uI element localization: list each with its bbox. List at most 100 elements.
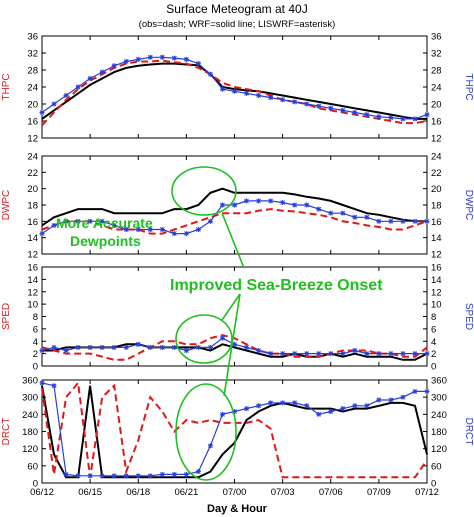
series-liswrf-point <box>424 112 430 118</box>
series-liswrf-point <box>232 202 237 208</box>
series-liswrf-point <box>99 473 105 479</box>
y-tick-label-left: 32 <box>27 49 38 60</box>
series-liswrf-point <box>99 69 105 75</box>
series-liswrf-point <box>292 400 298 406</box>
series-liswrf-point <box>39 380 45 386</box>
series-liswrf-point <box>244 90 250 96</box>
series-liswrf-point <box>159 471 165 477</box>
annotation-sea-breeze: Improved Sea-Breeze Onset <box>170 277 383 294</box>
series-liswrf-point <box>304 403 310 409</box>
y-tick-label-right: 18 <box>431 201 442 212</box>
series-liswrf-point <box>364 112 370 118</box>
series-liswrf-point <box>328 408 334 414</box>
series-liswrf-point <box>207 218 213 224</box>
chart-title: Surface Meteogram at 40J <box>166 2 307 16</box>
series-liswrf-point <box>400 116 406 122</box>
y-tick-label-right: 12 <box>431 250 442 261</box>
y-tick-label-left: 12 <box>27 134 38 145</box>
y-tick-label-right: 24 <box>431 152 442 163</box>
series-liswrf-point <box>63 348 69 354</box>
series-obs-line <box>41 334 428 361</box>
y-tick-label-left: 8 <box>33 312 38 323</box>
y-tick-label-left: 360 <box>22 376 38 387</box>
series-liswrf-point <box>195 469 201 475</box>
x-tick-label: 07/12 <box>415 487 439 498</box>
series-liswrf-point <box>412 218 418 224</box>
panel-thpc: 12 12 16 16 20 20 24 24 28 28 32 32 36 36 THPC THPC <box>1 32 474 145</box>
series-liswrf-point <box>183 471 189 477</box>
series-liswrf-point <box>195 61 201 67</box>
y-tick-label-right: 4 <box>431 337 436 348</box>
series-liswrf-point <box>256 93 262 98</box>
y-tick-label-left: 60 <box>27 461 38 472</box>
y-axis-label-right: DRCT <box>463 418 474 446</box>
series-liswrf-point <box>232 341 237 347</box>
y-axis-label-right: DWPC <box>463 190 474 221</box>
highlight-ellipse-direction <box>175 383 237 481</box>
series-liswrf-point <box>292 351 298 357</box>
annotation-arrow <box>221 212 245 269</box>
series-liswrf-point <box>280 351 286 357</box>
series-liswrf-point <box>111 222 117 228</box>
series-liswrf-point <box>171 344 177 350</box>
y-tick-label-right: 32 <box>431 49 442 60</box>
y-tick-label-left: 24 <box>27 83 38 94</box>
series-liswrf-point <box>376 397 382 403</box>
y-tick-label-right: 20 <box>431 100 442 111</box>
y-tick-label-right: 10 <box>431 300 442 311</box>
x-axis-label: Day & Hour <box>207 503 268 515</box>
series-liswrf-point <box>292 202 298 208</box>
series-liswrf-point <box>63 93 69 98</box>
y-tick-label-right: 14 <box>431 275 442 286</box>
series-liswrf-point <box>183 56 189 62</box>
series-liswrf-point <box>388 351 394 357</box>
series-liswrf-point <box>99 218 105 224</box>
series-liswrf-point <box>400 218 406 224</box>
series-liswrf-point <box>135 227 141 232</box>
annotation-accurate-line1: More Accurate <box>56 215 153 231</box>
series-liswrf-point <box>364 351 370 357</box>
y-tick-label-left: 2 <box>33 349 38 360</box>
series-liswrf-point <box>376 218 382 224</box>
panel-dwpc: 12 12 14 14 16 16 18 18 20 20 22 22 24 24 DWPC DWPC <box>1 152 474 261</box>
series-liswrf-point <box>171 471 177 477</box>
y-tick-label-left: 16 <box>27 217 38 228</box>
x-tick-label: 06/18 <box>126 487 150 498</box>
series-liswrf-point <box>388 115 394 121</box>
chart-subtitle: (obs=dash; WRF=solid line; LISWRF=asteri… <box>139 19 336 30</box>
series-liswrf-point <box>183 231 189 237</box>
y-tick-label-left: 12 <box>27 287 38 298</box>
series-liswrf-point <box>268 198 274 204</box>
series-liswrf-point <box>75 84 81 90</box>
series-liswrf-point <box>268 95 274 101</box>
series-liswrf-point <box>111 344 117 350</box>
series-liswrf-point <box>123 473 129 479</box>
y-axis-label-right: THPC <box>463 73 474 100</box>
y-tick-label-right: 2 <box>431 349 436 360</box>
series-liswrf-point <box>388 397 394 403</box>
series-liswrf-point <box>424 218 430 224</box>
y-tick-label-right: 14 <box>431 233 442 244</box>
series-liswrf-point <box>280 400 286 406</box>
series-liswrf-point <box>147 344 153 350</box>
y-axis-label-left: THPC <box>1 73 12 100</box>
y-tick-label-left: 120 <box>22 444 38 455</box>
y-tick-label-left: 240 <box>22 410 38 421</box>
series-liswrf-point <box>376 351 382 357</box>
series-liswrf-point <box>280 97 286 103</box>
y-tick-label-right: 20 <box>431 184 442 195</box>
y-tick-label-left: 24 <box>27 152 38 163</box>
y-axis-label-left: DWPC <box>1 190 12 221</box>
y-tick-label-right: 360 <box>431 376 447 387</box>
series-liswrf-point <box>51 344 57 350</box>
series-liswrf-point <box>256 198 262 204</box>
y-tick-label-right: 12 <box>431 134 442 145</box>
series-liswrf-point <box>412 388 418 394</box>
series-liswrf-point <box>123 344 129 350</box>
y-tick-label-right: 0 <box>431 362 436 373</box>
series-liswrf-point <box>376 114 382 120</box>
annotations-group: More Accurate Dewpoints Improved Sea-Breez… <box>56 166 383 481</box>
series-liswrf-point <box>51 101 57 107</box>
series-liswrf-point <box>207 71 213 77</box>
series-liswrf-point <box>412 116 418 122</box>
